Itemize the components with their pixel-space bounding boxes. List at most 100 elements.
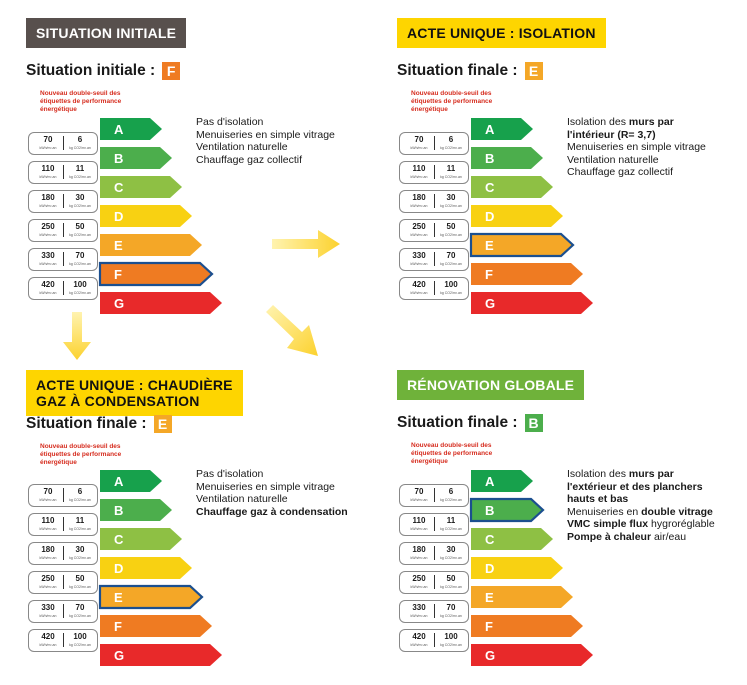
energy-unit: kWh/m².an bbox=[410, 643, 428, 647]
energy-unit: kWh/m².an bbox=[39, 498, 57, 502]
threshold-box: 110 11 kWh/m².an kg CO2/m².an bbox=[28, 161, 98, 184]
co2-threshold: 70 bbox=[75, 251, 85, 260]
panel-header: RÉNOVATION GLOBALE bbox=[397, 370, 585, 400]
rating-badge: F bbox=[162, 62, 181, 80]
energy-bar-label: D bbox=[485, 209, 494, 224]
description-bold: hauts et bas bbox=[567, 493, 629, 505]
double-seuil-note: Nouveau double-seuil des étiquettes de pe… bbox=[40, 443, 140, 467]
situation-label: Situation finale : E bbox=[26, 415, 172, 433]
situation-text: Situation initiale : bbox=[26, 62, 156, 79]
energy-bar-label: B bbox=[485, 151, 494, 166]
threshold-divider bbox=[434, 604, 435, 618]
energy-bar-label: D bbox=[114, 561, 123, 576]
energy-bar-label: E bbox=[485, 590, 494, 605]
energy-bar-F bbox=[100, 615, 212, 637]
threshold-box: 70 6 kWh/m².an kg CO2/m².an bbox=[28, 132, 98, 155]
situation-label: Situation finale : B bbox=[397, 414, 543, 432]
threshold-divider bbox=[63, 488, 64, 502]
co2-threshold: 50 bbox=[75, 222, 85, 231]
situation-description: Pas d'isolation Menuiseries en simple vit… bbox=[196, 468, 348, 518]
energy-threshold: 330 bbox=[412, 251, 426, 260]
note-line: étiquettes de performance bbox=[40, 98, 122, 105]
energy-bar-E bbox=[469, 232, 575, 258]
description-line: VMC simple flux hygroréglable bbox=[567, 518, 715, 531]
description-line: Pas d'isolation bbox=[196, 468, 348, 481]
energy-unit: kWh/m².an bbox=[410, 291, 428, 295]
energy-bar-label: G bbox=[485, 296, 495, 311]
energy-bar-label: F bbox=[114, 267, 122, 282]
rating-badge: E bbox=[524, 62, 543, 80]
threshold-box: 420 100 kWh/m².an kg CO2/m².an bbox=[28, 277, 98, 300]
threshold-divider bbox=[434, 165, 435, 179]
description-line: hauts et bas bbox=[567, 493, 715, 506]
energy-unit: kWh/m².an bbox=[410, 175, 428, 179]
co2-threshold: 70 bbox=[75, 603, 85, 612]
situation-label: Situation initiale : F bbox=[26, 62, 181, 80]
energy-threshold: 250 bbox=[412, 222, 426, 231]
description-text: Chauffage gaz collectif bbox=[567, 166, 674, 178]
energy-threshold: 250 bbox=[41, 574, 55, 583]
threshold-divider bbox=[434, 546, 435, 560]
energy-unit: kWh/m².an bbox=[410, 556, 428, 560]
situation-description: Pas d'isolation Menuiseries en simple vit… bbox=[196, 116, 335, 166]
energy-bar-label: G bbox=[114, 648, 124, 663]
energy-threshold: 250 bbox=[41, 222, 55, 231]
co2-unit: kg CO2/m².an bbox=[69, 262, 91, 266]
energy-bar-E bbox=[100, 234, 202, 256]
energy-unit: kWh/m².an bbox=[410, 585, 428, 589]
description-text: Menuiseries en simple vitrage bbox=[196, 128, 335, 141]
energy-unit: kWh/m².an bbox=[39, 233, 57, 237]
co2-threshold: 30 bbox=[446, 193, 456, 202]
energy-threshold: 180 bbox=[41, 193, 55, 202]
description-line: Chauffage gaz collectif bbox=[567, 166, 706, 179]
co2-unit: kg CO2/m².an bbox=[69, 175, 91, 179]
description-line: Isolation des murs par bbox=[567, 468, 715, 481]
energy-bar-F bbox=[471, 615, 583, 637]
energy-bar-label: F bbox=[485, 267, 493, 282]
energy-threshold: 70 bbox=[43, 487, 53, 496]
description-text: Pas d'isolation bbox=[196, 116, 264, 128]
energy-bar-label: F bbox=[485, 619, 493, 634]
co2-threshold: 11 bbox=[75, 164, 85, 173]
panel-header-line: GAZ À CONDENSATION bbox=[36, 393, 200, 409]
energy-bar-C bbox=[471, 176, 553, 198]
note-line: Nouveau double-seuil des bbox=[40, 443, 121, 450]
description-text: Menuiseries en bbox=[567, 505, 642, 518]
threshold-divider bbox=[434, 281, 435, 295]
energy-bar-label: A bbox=[114, 122, 124, 137]
note-line: énergétique bbox=[411, 458, 448, 465]
co2-threshold: 6 bbox=[448, 135, 454, 144]
description-text: Chauffage gaz collectif bbox=[196, 153, 303, 166]
threshold-box: 250 50 kWh/m².an kg CO2/m².an bbox=[399, 219, 469, 242]
description-bold: l'extérieur et des planchers bbox=[567, 480, 703, 493]
energy-bar-G bbox=[471, 644, 593, 666]
energy-unit: kWh/m².an bbox=[39, 614, 57, 618]
energy-bar-label: A bbox=[485, 474, 495, 489]
panel-header: ACTE UNIQUE : ISOLATION bbox=[397, 18, 606, 48]
situation-text: Situation finale : bbox=[26, 415, 147, 432]
note-line: énergétique bbox=[40, 106, 77, 113]
threshold-box: 110 11 kWh/m².an kg CO2/m².an bbox=[28, 513, 98, 536]
energy-bar-label: E bbox=[114, 590, 123, 605]
threshold-divider bbox=[434, 633, 435, 647]
threshold-box: 70 6 kWh/m².an kg CO2/m².an bbox=[399, 132, 469, 155]
threshold-divider bbox=[434, 252, 435, 266]
description-line: Menuiseries en double vitrage bbox=[567, 506, 715, 519]
energy-bar-F bbox=[471, 263, 583, 285]
co2-unit: kg CO2/m².an bbox=[440, 556, 462, 560]
threshold-box: 250 50 kWh/m².an kg CO2/m².an bbox=[28, 219, 98, 242]
energy-threshold: 180 bbox=[41, 545, 55, 554]
note-line: énergétique bbox=[40, 459, 77, 466]
energy-bar-label: C bbox=[114, 180, 124, 195]
energy-bar-C bbox=[100, 528, 182, 550]
co2-threshold: 100 bbox=[73, 632, 87, 641]
energy-threshold: 420 bbox=[41, 632, 55, 641]
description-line: Menuiseries en simple vitrage bbox=[196, 129, 335, 142]
energy-bar-D bbox=[100, 205, 192, 227]
threshold-box: 180 30 kWh/m².an kg CO2/m².an bbox=[399, 190, 469, 213]
energy-bar-C bbox=[100, 176, 182, 198]
energy-unit: kWh/m².an bbox=[410, 204, 428, 208]
